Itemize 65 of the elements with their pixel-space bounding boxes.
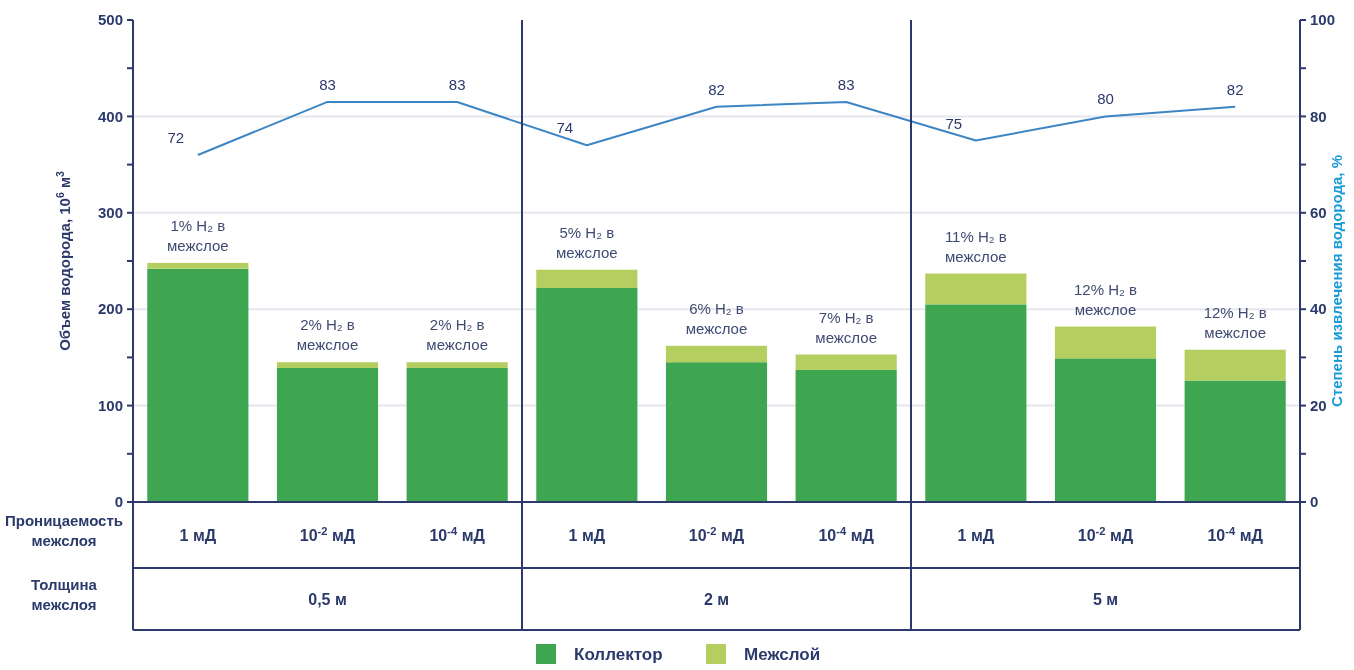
y2-tick-label: 0 xyxy=(1310,493,1319,511)
annotation: 7% H₂ в межслое xyxy=(815,308,877,346)
y-tick-label: 100 xyxy=(97,396,123,414)
y2-axis-title: Степень извлечения водорода, % xyxy=(1328,155,1345,407)
annotation: 6% H₂ в межслое xyxy=(685,299,748,337)
data-label: 80 xyxy=(1097,90,1114,108)
x-tick-label: 10$^{-4}$ мД xyxy=(1207,524,1264,544)
y-tick-label: 200 xyxy=(97,300,123,318)
data-label: 83 xyxy=(448,75,466,93)
data-label: 82 xyxy=(708,80,725,98)
x-tick-label: 10$^{-4}$ мД xyxy=(429,524,486,544)
y-tick-label: 500 xyxy=(97,11,123,29)
bar xyxy=(795,369,897,502)
data-label: 83 xyxy=(837,75,855,93)
x-tick-label: 10$^{-4}$ мД xyxy=(818,524,875,544)
annotation: 5% H₂ в межслое xyxy=(556,223,618,261)
y-tick-label: 400 xyxy=(97,107,123,125)
y2-tick-label: 40 xyxy=(1310,300,1327,318)
bar xyxy=(147,268,249,502)
x-tick-label: 1 мД xyxy=(957,526,995,544)
x-tick-label: 10$^{-2}$ мД xyxy=(1077,524,1134,544)
bar xyxy=(536,287,638,502)
bar xyxy=(1054,358,1157,502)
data-label: 75 xyxy=(945,114,963,132)
bar xyxy=(925,304,1027,502)
y-tick-label: 0 xyxy=(114,493,123,511)
text: 2 м xyxy=(703,590,730,608)
text: 0,5 м xyxy=(308,590,347,608)
x-tick-label: 10$^{-2}$ мД xyxy=(688,524,745,544)
bar xyxy=(665,345,768,363)
bar xyxy=(665,362,768,502)
annotation: 11% H₂ в межслое xyxy=(944,227,1007,265)
annotation: 12% H₂ в межслое xyxy=(1203,303,1267,341)
y2-tick-label: 60 xyxy=(1310,204,1327,222)
bar xyxy=(1184,380,1286,502)
legend-label: Коллектор xyxy=(574,644,663,664)
x-tick-label: 1 мД xyxy=(568,526,606,544)
y2-tick-label: 100 xyxy=(1310,11,1336,29)
data-label: 72 xyxy=(167,128,185,146)
bar xyxy=(406,368,508,502)
bar xyxy=(925,273,1027,305)
bar xyxy=(147,262,249,269)
y2-tick-label: 20 xyxy=(1310,396,1327,414)
bar xyxy=(1184,349,1286,381)
bar xyxy=(276,362,379,368)
legend-label: Межслой xyxy=(744,644,821,664)
annotation: 12% H₂ в межслое xyxy=(1074,280,1138,318)
annotation: 2% H₂ в межслое xyxy=(296,316,359,354)
bar xyxy=(406,362,508,368)
bar xyxy=(795,354,897,370)
bar xyxy=(536,269,638,288)
bar xyxy=(1054,326,1157,359)
annotation: 2% H₂ в межслое xyxy=(426,316,488,354)
data-label: 82 xyxy=(1226,80,1244,98)
text: Проницаемость межслоя xyxy=(4,512,124,549)
y2-tick-label: 80 xyxy=(1310,107,1327,125)
y-tick-label: 300 xyxy=(97,204,123,222)
data-label: 74 xyxy=(556,119,574,137)
annotation: 1% H₂ в межслое xyxy=(167,216,229,254)
text: 5 м xyxy=(1092,590,1119,608)
data-label: 83 xyxy=(319,75,336,93)
x-tick-label: 10$^{-2}$ мД xyxy=(299,524,356,544)
bar xyxy=(276,368,379,502)
text: Толщина межслоя xyxy=(31,576,98,613)
x-tick-label: 1 мД xyxy=(179,526,217,544)
